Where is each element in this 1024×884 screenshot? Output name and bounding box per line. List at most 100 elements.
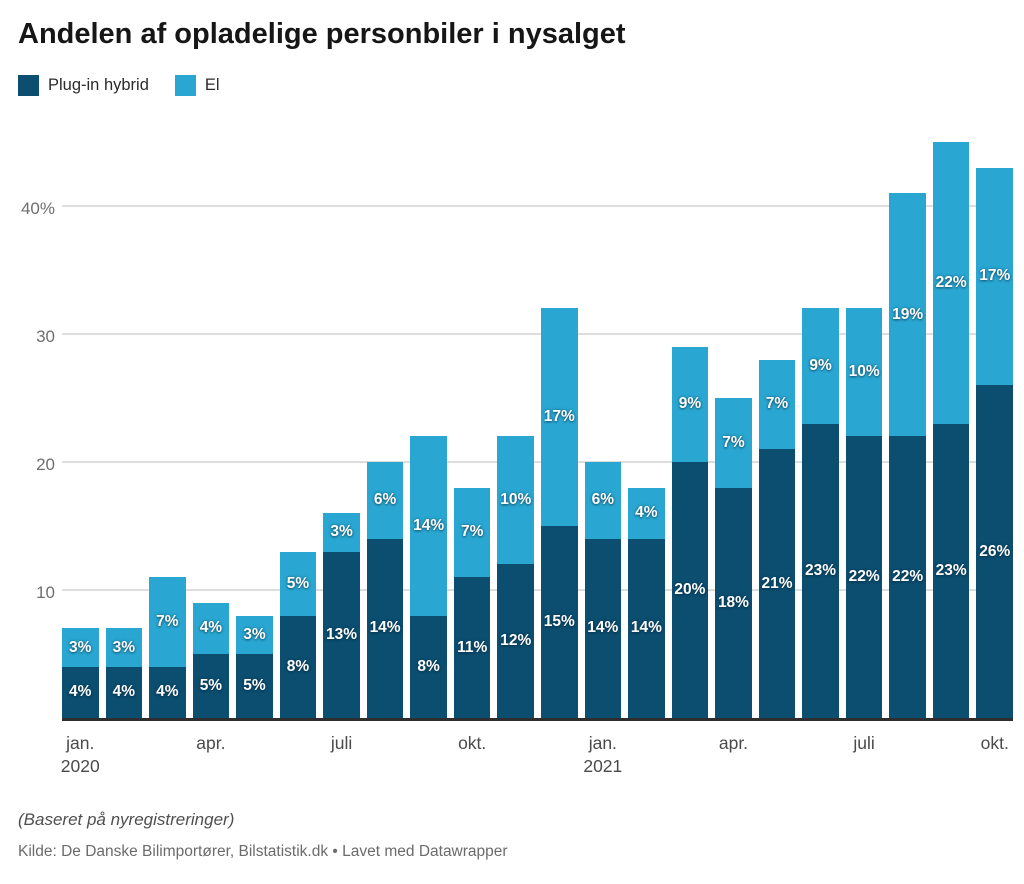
bar-column[interactable]: 4% 5% — [192, 602, 230, 718]
bar-column[interactable]: 19% 22% — [889, 193, 926, 718]
bars-group: 3% 4% 3% 4% 7% 4% 4% 5% 3% 5% 5% 8% 3% 13% 6% 14% 14% 8% 7… — [62, 130, 1013, 718]
x-tick-year: 2021 — [583, 756, 623, 776]
bar-column[interactable]: 7% 11% — [453, 487, 491, 718]
bar-label-plugin-hybrid: 4% — [156, 683, 179, 701]
bar-label-plugin-hybrid: 14% — [587, 619, 619, 637]
bar-label-plugin-hybrid: 5% — [243, 677, 266, 694]
plot-area: 3% 4% 3% 4% 7% 4% 4% 5% 3% 5% 5% 8% 3% 13% 6% 14% 14% 8% 7… — [62, 130, 1013, 721]
segment-plugin-hybrid[interactable]: 4% — [149, 666, 186, 718]
bar-column[interactable]: 22% 23% — [932, 142, 970, 718]
segment-plugin-hybrid[interactable]: 12% — [497, 564, 534, 718]
segment-el[interactable]: 22% — [932, 142, 970, 424]
bar-column[interactable]: 4% 14% — [628, 487, 665, 718]
segment-el[interactable]: 9% — [671, 346, 709, 462]
segment-plugin-hybrid[interactable]: 4% — [62, 666, 99, 718]
x-tick-label-jan2020: jan. 2020 — [61, 732, 100, 778]
segment-plugin-hybrid[interactable]: 5% — [236, 654, 273, 718]
segment-plugin-hybrid[interactable]: 14% — [366, 538, 404, 718]
bar-label-plugin-hybrid: 4% — [69, 683, 92, 701]
segment-plugin-hybrid[interactable]: 11% — [453, 577, 491, 718]
segment-plugin-hybrid[interactable]: 14% — [584, 538, 622, 718]
segment-plugin-hybrid[interactable]: 14% — [628, 538, 665, 718]
segment-el[interactable]: 17% — [541, 308, 578, 526]
bar-label-el: 9% — [809, 357, 832, 375]
segment-plugin-hybrid[interactable]: 20% — [671, 462, 709, 718]
segment-el[interactable]: 3% — [62, 628, 99, 667]
segment-plugin-hybrid[interactable]: 5% — [192, 654, 230, 718]
bar-column[interactable]: 10% 12% — [497, 436, 534, 718]
segment-plugin-hybrid[interactable]: 23% — [932, 423, 970, 718]
bar-column[interactable]: 14% 8% — [410, 436, 447, 718]
bar-column[interactable]: 17% 26% — [976, 167, 1013, 718]
segment-plugin-hybrid[interactable]: 22% — [889, 436, 926, 718]
bar-column[interactable]: 3% 5% — [236, 615, 273, 718]
segment-plugin-hybrid[interactable]: 23% — [802, 423, 839, 718]
legend-label-plugin-hybrid: Plug-in hybrid — [48, 76, 149, 94]
bar-column[interactable]: 3% 4% — [105, 628, 143, 718]
x-axis: jan. 2020 apr. juli okt. jan. 2021 apr. juli okt. — [61, 721, 1013, 781]
x-tick-month: juli — [330, 733, 353, 753]
segment-plugin-hybrid[interactable]: 15% — [541, 526, 578, 718]
bar-label-el: 22% — [935, 273, 967, 291]
bar-column[interactable]: 5% 8% — [279, 551, 317, 718]
segment-el[interactable]: 17% — [976, 167, 1013, 386]
segment-el[interactable]: 7% — [149, 577, 186, 667]
segment-el[interactable]: 4% — [192, 602, 230, 654]
segment-plugin-hybrid[interactable]: 21% — [758, 449, 796, 718]
segment-el[interactable]: 7% — [758, 359, 796, 450]
segment-plugin-hybrid[interactable]: 18% — [715, 487, 752, 718]
bar-label-el: 4% — [635, 504, 658, 522]
segment-el[interactable]: 6% — [366, 462, 404, 539]
segment-plugin-hybrid[interactable]: 22% — [845, 436, 883, 718]
segment-el[interactable]: 7% — [453, 487, 491, 578]
segment-el[interactable]: 7% — [715, 398, 752, 488]
bar-column[interactable]: 3% 4% — [62, 628, 99, 718]
segment-el[interactable]: 6% — [584, 462, 622, 539]
bar-column[interactable]: 9% 20% — [671, 346, 709, 718]
bar-label-el: 7% — [156, 613, 179, 631]
x-tick-label-okt: okt. — [458, 732, 486, 755]
segment-el[interactable]: 10% — [845, 308, 883, 437]
legend-label-el: El — [204, 76, 220, 94]
x-tick-month: okt. — [458, 733, 487, 753]
bar-column[interactable]: 7% 21% — [758, 359, 796, 718]
bar-label-plugin-hybrid: 13% — [326, 625, 358, 643]
gridline-30 — [62, 333, 1013, 335]
bar-column[interactable]: 6% 14% — [584, 462, 622, 718]
bar-column[interactable]: 3% 13% — [323, 513, 360, 718]
segment-plugin-hybrid[interactable]: 26% — [976, 385, 1013, 718]
bar-label-plugin-hybrid: 23% — [805, 561, 837, 579]
segment-el[interactable]: 3% — [323, 513, 360, 552]
segment-el[interactable]: 10% — [497, 436, 534, 565]
bar-column[interactable]: 10% 22% — [845, 308, 883, 718]
segment-el[interactable]: 9% — [802, 308, 839, 424]
segment-el[interactable]: 5% — [279, 551, 317, 616]
bar-label-plugin-hybrid: 5% — [199, 677, 223, 694]
segment-el[interactable]: 14% — [410, 436, 447, 616]
bar-label-el: 9% — [678, 395, 702, 413]
segment-plugin-hybrid[interactable]: 13% — [323, 551, 360, 718]
bar-column[interactable]: 9% 23% — [802, 308, 839, 718]
segment-el[interactable]: 3% — [105, 628, 143, 667]
bar-column[interactable]: 7% 18% — [715, 398, 752, 718]
bar-label-el: 19% — [892, 305, 924, 323]
x-tick-label-apr: apr. — [196, 732, 225, 755]
bar-column[interactable]: 6% 14% — [366, 462, 404, 718]
segment-plugin-hybrid[interactable]: 4% — [105, 666, 143, 718]
segment-el[interactable]: 4% — [628, 487, 665, 539]
bar-label-el: 17% — [979, 267, 1011, 285]
segment-plugin-hybrid[interactable]: 8% — [279, 615, 317, 718]
y-tick-label-10: 10 — [36, 583, 55, 602]
segment-el[interactable]: 3% — [236, 615, 273, 654]
bar-column[interactable]: 7% 4% — [149, 577, 186, 718]
segment-el[interactable]: 19% — [889, 193, 926, 437]
bar-label-plugin-hybrid: 14% — [369, 619, 401, 637]
x-tick-label-juli: juli — [853, 732, 874, 755]
segment-plugin-hybrid[interactable]: 8% — [410, 615, 447, 718]
bar-label-plugin-hybrid: 22% — [892, 568, 924, 586]
bar-label-el: 7% — [765, 395, 789, 413]
x-tick-month: jan. — [588, 733, 617, 753]
bar-column[interactable]: 17% 15% — [541, 308, 578, 718]
x-tick-label-apr: apr. — [719, 732, 748, 755]
